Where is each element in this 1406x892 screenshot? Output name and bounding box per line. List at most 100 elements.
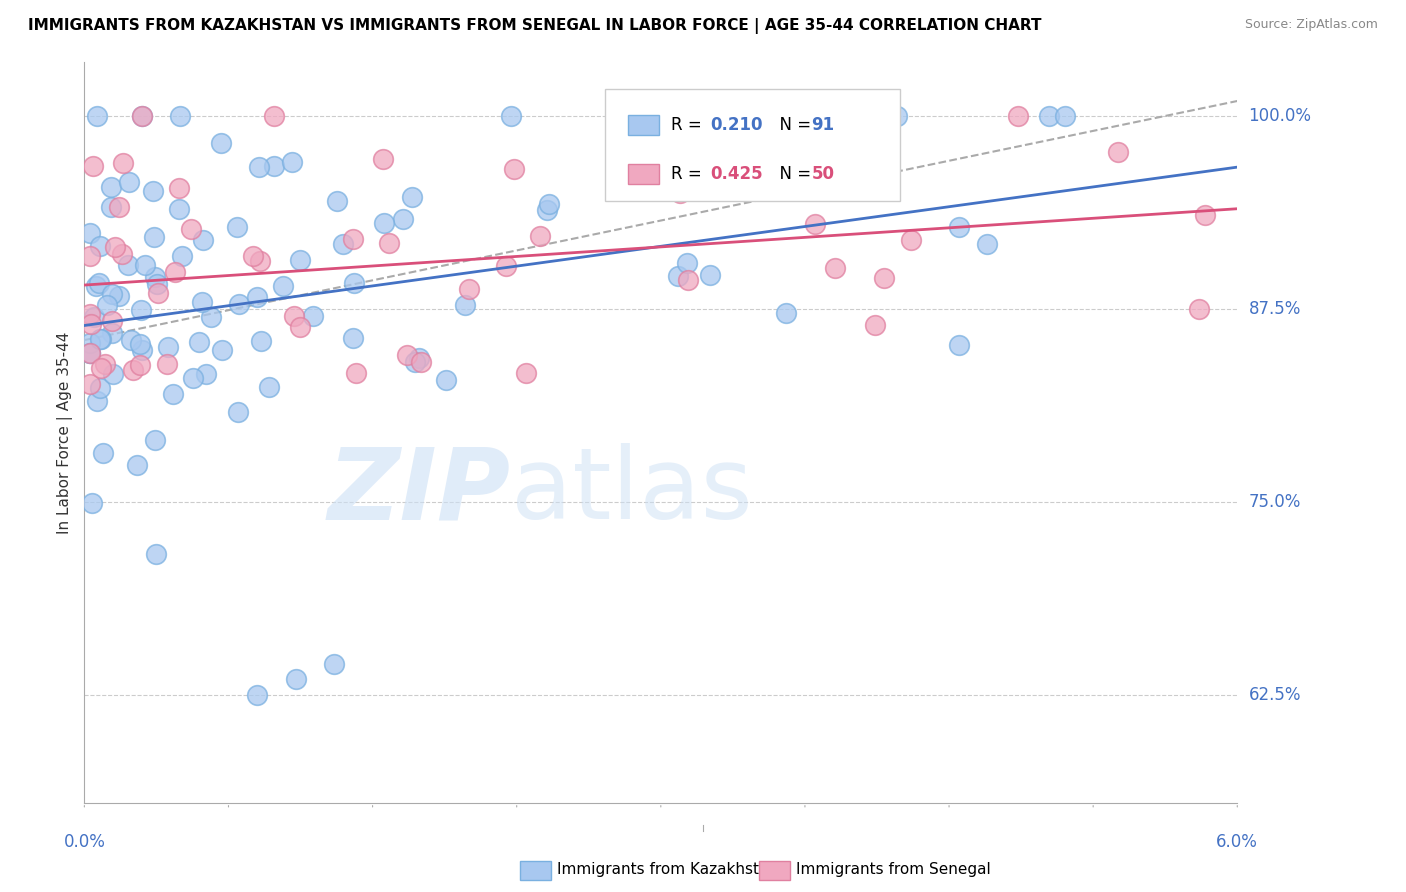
Text: 62.5%: 62.5% xyxy=(1249,686,1301,704)
Point xyxy=(89,239,111,253)
Point xyxy=(876,164,898,178)
Point xyxy=(96,298,118,312)
Point xyxy=(271,278,294,293)
Point xyxy=(145,547,167,561)
Point xyxy=(290,319,312,334)
Text: Immigrants from Senegal: Immigrants from Senegal xyxy=(796,863,991,877)
Text: Immigrants from Kazakhstan: Immigrants from Kazakhstan xyxy=(557,863,778,877)
Point xyxy=(263,110,285,124)
Point xyxy=(803,218,825,232)
Text: 0.210: 0.210 xyxy=(710,116,762,134)
Text: 6.0%: 6.0% xyxy=(1216,833,1258,851)
Point xyxy=(250,334,273,349)
Point xyxy=(1007,110,1029,124)
Point xyxy=(191,234,214,248)
Point xyxy=(668,186,690,200)
Point xyxy=(79,346,101,360)
Point xyxy=(228,297,250,311)
Point xyxy=(373,216,395,230)
Point xyxy=(200,310,222,324)
Point xyxy=(169,181,191,195)
Point xyxy=(283,309,305,323)
Point xyxy=(678,272,700,286)
Point xyxy=(284,673,307,687)
Point xyxy=(249,254,271,268)
Point xyxy=(326,194,349,208)
Point xyxy=(775,306,797,320)
Point xyxy=(101,286,124,301)
Point xyxy=(332,236,354,251)
Point xyxy=(79,346,101,360)
Point xyxy=(976,237,998,252)
Point xyxy=(156,340,179,354)
Point xyxy=(515,367,537,381)
Point xyxy=(100,200,122,214)
Text: 0.425: 0.425 xyxy=(710,165,762,183)
Point xyxy=(90,360,112,375)
Point xyxy=(1107,145,1129,160)
Point xyxy=(458,282,481,296)
Point xyxy=(392,211,415,226)
Point xyxy=(104,240,127,254)
Point xyxy=(226,404,249,418)
Point xyxy=(211,343,233,357)
Point xyxy=(111,155,134,169)
Point xyxy=(125,458,148,473)
Point xyxy=(1054,110,1077,124)
Point xyxy=(134,259,156,273)
Point xyxy=(342,331,364,345)
Point xyxy=(502,161,524,176)
Point xyxy=(143,270,166,285)
Point xyxy=(666,268,689,283)
Point xyxy=(242,249,264,263)
Point xyxy=(247,160,270,174)
Text: R =: R = xyxy=(671,165,707,183)
Point xyxy=(94,358,117,372)
Point xyxy=(101,368,124,382)
Point xyxy=(948,338,970,352)
Point xyxy=(100,179,122,194)
Point xyxy=(377,235,399,250)
Point xyxy=(676,256,699,270)
Point xyxy=(529,229,551,244)
Point xyxy=(118,175,141,189)
Point xyxy=(1194,208,1216,222)
Point xyxy=(699,268,721,282)
Point xyxy=(111,247,134,261)
Text: 50: 50 xyxy=(811,165,834,183)
Point xyxy=(79,226,101,240)
Point xyxy=(344,366,367,380)
Point xyxy=(411,355,433,369)
Point xyxy=(122,362,145,376)
Point xyxy=(165,265,187,279)
Point xyxy=(148,285,170,300)
Point xyxy=(900,233,922,247)
Point xyxy=(371,152,394,166)
Point xyxy=(1188,302,1211,317)
Point xyxy=(396,348,419,362)
Point xyxy=(117,258,139,272)
Text: N =: N = xyxy=(769,116,817,134)
Point xyxy=(226,220,249,235)
Point xyxy=(288,252,311,267)
Point xyxy=(873,271,896,285)
Point xyxy=(91,446,114,460)
Point xyxy=(79,346,101,360)
Point xyxy=(263,159,285,173)
Text: 91: 91 xyxy=(811,116,834,134)
Point xyxy=(162,386,184,401)
Point xyxy=(89,381,111,395)
Point xyxy=(281,154,304,169)
Point xyxy=(108,200,131,214)
Point xyxy=(79,376,101,391)
Point xyxy=(454,298,477,312)
Point xyxy=(131,110,153,124)
Point xyxy=(90,332,112,346)
Point xyxy=(323,657,346,671)
Point xyxy=(101,326,124,341)
Point xyxy=(108,289,131,303)
Point xyxy=(143,433,166,447)
Point xyxy=(681,111,703,125)
Point xyxy=(495,260,517,274)
Point xyxy=(257,379,280,393)
